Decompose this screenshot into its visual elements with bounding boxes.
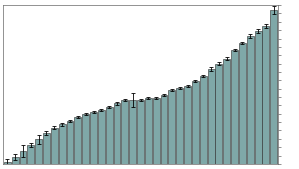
Bar: [121, 100, 128, 164]
Bar: [239, 43, 246, 164]
Bar: [82, 114, 89, 164]
Bar: [168, 90, 175, 164]
Bar: [43, 133, 50, 164]
Bar: [35, 139, 42, 164]
Bar: [192, 81, 199, 164]
Bar: [137, 100, 144, 164]
Bar: [208, 69, 214, 164]
Bar: [90, 112, 97, 164]
Bar: [263, 26, 269, 164]
Bar: [184, 86, 191, 164]
Bar: [114, 103, 120, 164]
Bar: [59, 124, 65, 164]
Bar: [67, 121, 74, 164]
Bar: [247, 36, 254, 164]
Bar: [12, 157, 19, 164]
Bar: [255, 31, 262, 164]
Bar: [51, 128, 58, 164]
Bar: [231, 50, 238, 164]
Bar: [153, 98, 160, 164]
Bar: [129, 100, 136, 164]
Bar: [200, 76, 207, 164]
Bar: [19, 151, 26, 164]
Bar: [270, 10, 277, 164]
Bar: [145, 98, 152, 164]
Bar: [98, 110, 105, 164]
Bar: [176, 88, 183, 164]
Bar: [161, 95, 167, 164]
Bar: [223, 59, 230, 164]
Bar: [216, 64, 222, 164]
Bar: [28, 145, 34, 164]
Bar: [74, 117, 81, 164]
Bar: [106, 107, 113, 164]
Bar: [4, 162, 11, 164]
